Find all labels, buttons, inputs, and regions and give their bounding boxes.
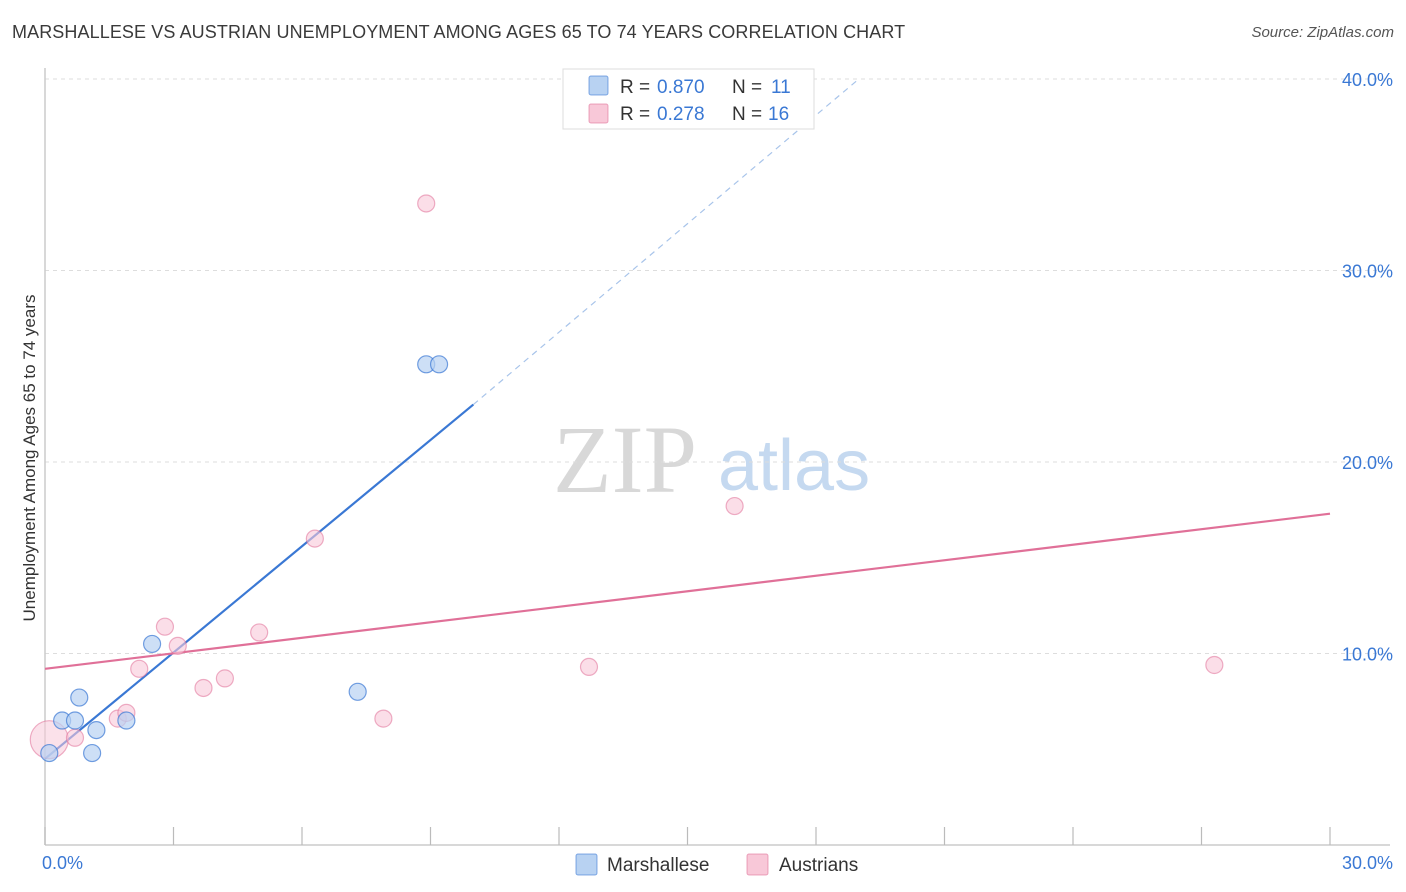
marshallese-point — [65, 711, 85, 730]
marshallese-point — [348, 682, 367, 701]
marshallese-n-label: N = — [732, 77, 762, 98]
austrians-point — [250, 623, 269, 642]
y-tick-label: 10.0% — [1342, 645, 1393, 665]
watermark-atlas: atlas — [718, 426, 870, 506]
source-credit: Source: ZipAtlas.com — [1251, 24, 1394, 41]
tick-labels: 10.0% 20.0% 30.0% 40.0% 0.0% 30.0% — [42, 70, 1393, 873]
austrians-point — [1205, 655, 1224, 675]
axes — [44, 68, 1390, 846]
marshallese-point — [87, 720, 106, 740]
austrians-point — [374, 709, 393, 728]
austrians-n-value: 16 — [768, 104, 789, 125]
x-tick-label: 30.0% — [1342, 853, 1393, 873]
austrians-point — [215, 669, 234, 688]
austrians-point — [305, 529, 324, 548]
y-tick-label: 20.0% — [1342, 453, 1393, 473]
austrians-point — [194, 678, 213, 698]
legend-marshallese-swatch — [575, 853, 598, 876]
austrians-point — [155, 617, 175, 636]
chart-title: MARSHALLESE VS AUSTRIAN UNEMPLOYMENT AMO… — [12, 22, 906, 42]
austrians-point — [130, 659, 149, 678]
austrians-r-value: 0.278 — [657, 104, 705, 125]
y-tick-label: 40.0% — [1342, 70, 1393, 90]
marshallese-point — [83, 743, 102, 763]
austrians-point — [65, 728, 85, 747]
marshallese-trend-extension — [472, 78, 860, 406]
legend-austrians-label: Austrians — [779, 855, 858, 876]
austrians-point — [725, 496, 744, 516]
marshallese-point — [142, 634, 162, 654]
stats-legend: R = 0.870 N = 11 R = 0.278 N = 16 — [562, 68, 815, 130]
marshallese-r-label: R = — [620, 77, 650, 98]
marshallese-point — [117, 711, 136, 730]
austrians-point — [579, 657, 599, 677]
austrians-n-label: N = — [732, 104, 762, 125]
x-tick-label: 0.0% — [42, 853, 83, 873]
legend-marshallese-label: Marshallese — [607, 855, 709, 876]
marshallese-n-value: 11 — [771, 77, 791, 98]
watermark: ZIP atlas — [553, 406, 870, 513]
series-legend: Marshallese Austrians — [575, 853, 858, 876]
marshallese-point — [429, 355, 449, 374]
marshallese-point — [40, 743, 59, 763]
marshallese-swatch — [588, 75, 609, 96]
watermark-zip: ZIP — [553, 406, 697, 513]
austrians-point — [168, 636, 187, 655]
grid-lines — [45, 78, 1390, 654]
marshallese-point — [70, 688, 89, 707]
data-points — [29, 194, 1224, 763]
austrians-swatch — [588, 103, 609, 124]
y-axis-title: Unemployment Among Ages 65 to 74 years — [20, 295, 39, 622]
y-tick-label: 30.0% — [1342, 262, 1393, 282]
austrians-point — [417, 194, 436, 213]
marshallese-trend-line — [44, 403, 475, 760]
legend-austrians-swatch — [746, 853, 769, 876]
austrians-r-label: R = — [620, 104, 650, 125]
trend-lines — [44, 78, 1331, 760]
austrians-trend-line — [44, 512, 1331, 670]
marshallese-r-value: 0.870 — [657, 77, 705, 98]
